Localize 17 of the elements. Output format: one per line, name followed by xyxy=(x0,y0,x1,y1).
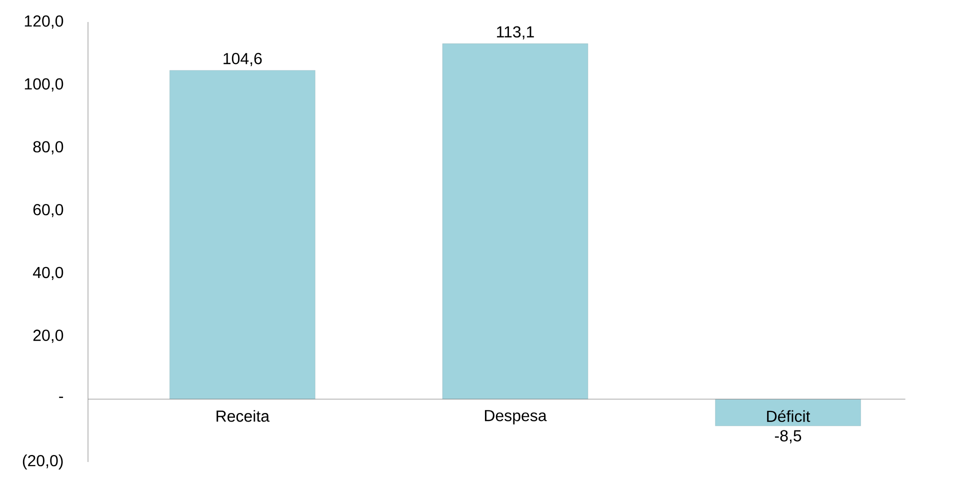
bar xyxy=(442,43,588,400)
x-tick-label: Despesa xyxy=(484,410,547,424)
y-tick-label: - xyxy=(59,396,64,398)
y-tick-label: 80,0 xyxy=(33,141,64,154)
bar xyxy=(715,398,862,426)
data-label: 104,6 xyxy=(224,52,262,66)
bar xyxy=(169,70,316,400)
data-label: 113,1 xyxy=(497,26,534,40)
y-tick-label: 40,0 xyxy=(32,266,64,280)
y-tick-label: 20,0 xyxy=(33,330,64,343)
data-label: -8,5 xyxy=(774,430,802,444)
x-tick-label: Receita xyxy=(216,410,270,422)
y-tick-label: 60,0 xyxy=(33,204,64,218)
y-tick-label: (20,0) xyxy=(22,454,63,470)
x-tick-label: Déficit xyxy=(767,410,810,422)
y-tick-label: 120,0 xyxy=(24,15,64,29)
y-tick-label: 100,0 xyxy=(24,78,64,92)
